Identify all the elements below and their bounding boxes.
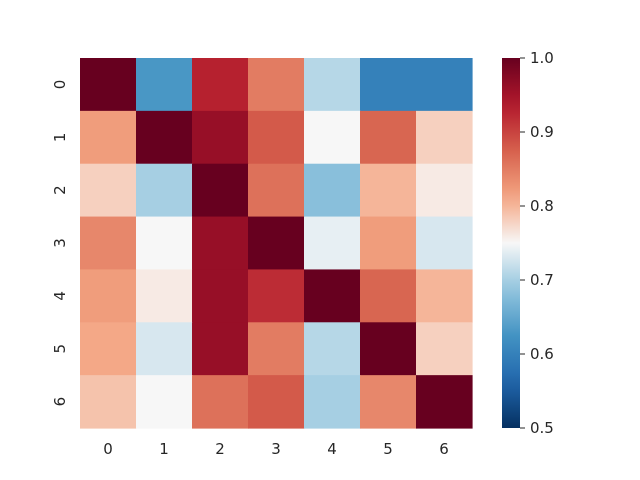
- colorbar: [502, 58, 520, 428]
- heatmap-cell-r6-c0: [80, 375, 137, 429]
- heatmap-cell-r6-c3: [248, 375, 305, 429]
- heatmap-cell-r0-c1: [136, 58, 193, 112]
- heatmap-cell-r0-c4: [304, 58, 361, 112]
- heatmap-cell-r3-c0: [80, 216, 137, 271]
- heatmap-cell-r5-c0: [80, 322, 137, 376]
- heatmap-cell-r3-c6: [416, 216, 473, 271]
- heatmap-cells: [80, 58, 473, 429]
- heatmap-cell-r4-c5: [360, 269, 417, 323]
- x-tick-label: 5: [383, 440, 393, 458]
- heatmap-cell-r4-c6: [416, 269, 473, 323]
- heatmap-cell-r5-c6: [416, 322, 473, 376]
- heatmap-cell-r1-c3: [248, 110, 305, 165]
- heatmap-cell-r4-c2: [192, 269, 249, 323]
- y-tick-label: 4: [51, 291, 69, 301]
- colorbar-ticks: 0.5 0.6 0.7 0.8 0.9 1.0: [520, 49, 554, 437]
- heatmap-cell-r5-c5: [360, 322, 417, 376]
- x-tick-label: 3: [271, 440, 281, 458]
- heatmap-cell-r6-c2: [192, 375, 249, 429]
- heatmap-cell-r1-c5: [360, 110, 417, 165]
- heatmap-cell-r6-c4: [304, 375, 361, 429]
- heatmap-cell-r6-c5: [360, 375, 417, 429]
- heatmap-cell-r6-c1: [136, 375, 193, 429]
- heatmap-cell-r6-c6: [416, 375, 473, 429]
- x-tick-label: 4: [327, 440, 337, 458]
- y-axis-ticks: 0 1 2 3 4 5 6: [51, 80, 69, 407]
- y-tick-label: 5: [51, 344, 69, 354]
- heatmap-cell-r4-c3: [248, 269, 305, 323]
- y-tick-label: 0: [51, 80, 69, 90]
- heatmap-cell-r3-c4: [304, 216, 361, 271]
- x-axis-ticks: 0 1 2 3 4 5 6: [103, 440, 449, 458]
- colorbar-tick-label: 0.5: [530, 419, 554, 437]
- heatmap-cell-r4-c1: [136, 269, 193, 323]
- x-tick-label: 2: [215, 440, 225, 458]
- heatmap-cell-r2-c1: [136, 163, 193, 218]
- heatmap-cell-r5-c2: [192, 322, 249, 376]
- colorbar-tick-label: 0.9: [530, 123, 554, 141]
- y-tick-label: 3: [51, 238, 69, 248]
- heatmap-cell-r3-c3: [248, 216, 305, 271]
- heatmap-cell-r0-c3: [248, 58, 305, 112]
- heatmap-cell-r5-c3: [248, 322, 305, 376]
- heatmap-cell-r0-c5: [360, 58, 417, 112]
- heatmap-cell-r1-c4: [304, 110, 361, 165]
- heatmap-cell-r2-c5: [360, 163, 417, 218]
- heatmap-cell-r4-c4: [304, 269, 361, 323]
- heatmap-cell-r5-c4: [304, 322, 361, 376]
- x-tick-label: 0: [103, 440, 113, 458]
- heatmap-cell-r0-c2: [192, 58, 249, 112]
- heatmap-cell-r2-c4: [304, 163, 361, 218]
- heatmap-cell-r1-c1: [136, 110, 193, 165]
- heatmap-cell-r1-c2: [192, 110, 249, 165]
- heatmap-cell-r2-c2: [192, 163, 249, 218]
- colorbar-tick-label: 1.0: [530, 49, 554, 67]
- heatmap-cell-r3-c1: [136, 216, 193, 271]
- colorbar-tick-label: 0.6: [530, 345, 554, 363]
- y-tick-label: 6: [51, 397, 69, 407]
- heatmap-cell-r0-c0: [80, 58, 137, 112]
- colorbar-tick-label: 0.7: [530, 271, 554, 289]
- heatmap-cell-r0-c6: [416, 58, 473, 112]
- heatmap-cell-r2-c6: [416, 163, 473, 218]
- heatmap-cell-r5-c1: [136, 322, 193, 376]
- heatmap-cell-r2-c0: [80, 163, 137, 218]
- y-tick-label: 2: [51, 185, 69, 195]
- heatmap-cell-r1-c0: [80, 110, 137, 165]
- x-tick-label: 1: [159, 440, 169, 458]
- heatmap-cell-r2-c3: [248, 163, 305, 218]
- x-tick-label: 6: [439, 440, 449, 458]
- y-tick-label: 1: [51, 133, 69, 143]
- heatmap-cell-r4-c0: [80, 269, 137, 323]
- heatmap-cell-r3-c5: [360, 216, 417, 271]
- colorbar-tick-label: 0.8: [530, 197, 554, 215]
- heatmap-cell-r1-c6: [416, 110, 473, 165]
- heatmap-cell-r3-c2: [192, 216, 249, 271]
